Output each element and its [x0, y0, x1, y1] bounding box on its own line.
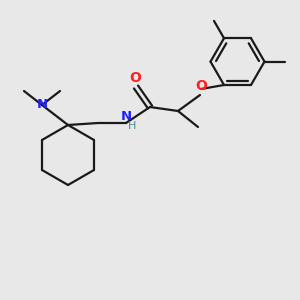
- Text: N: N: [36, 98, 48, 110]
- Text: O: O: [129, 71, 141, 85]
- Text: O: O: [195, 79, 207, 93]
- Text: H: H: [128, 121, 136, 131]
- Text: N: N: [120, 110, 132, 122]
